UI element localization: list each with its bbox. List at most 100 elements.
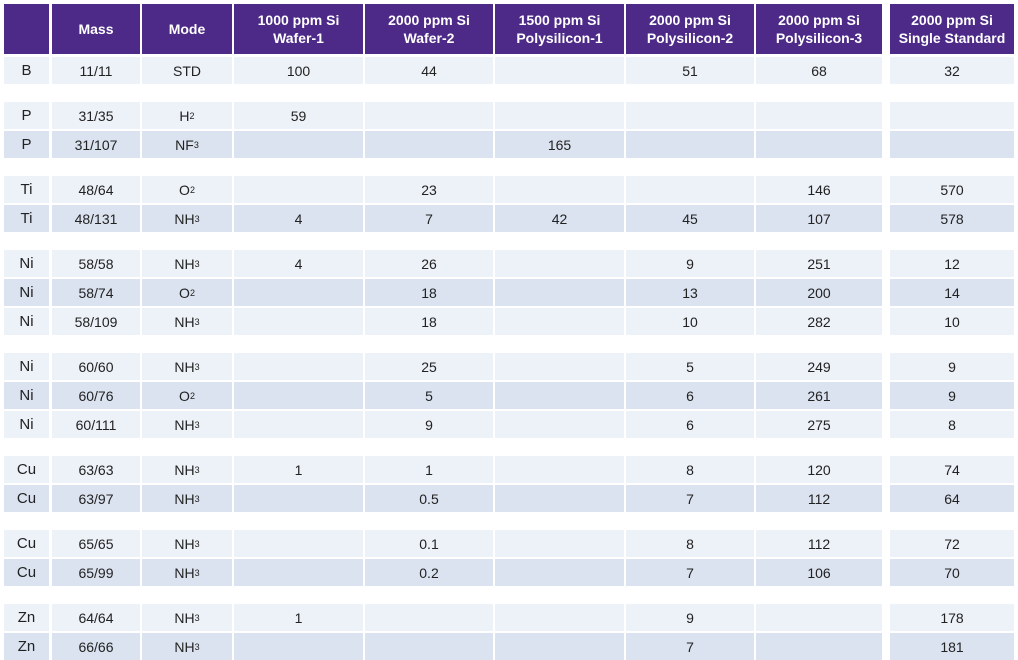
mass-cell: 58/58	[52, 250, 140, 277]
poly1-cell	[495, 382, 624, 409]
poly1-cell	[495, 57, 624, 84]
poly3-cell: 275	[756, 411, 882, 438]
wafer1-header: 1000 ppm Si Wafer-1	[234, 4, 363, 54]
poly3-cell	[756, 633, 882, 660]
poly1-cell	[495, 102, 624, 129]
poly3-cell: 251	[756, 250, 882, 277]
poly2-cell: 51	[626, 57, 754, 84]
wafer2-cell: 26	[365, 250, 493, 277]
header-line: 2000 ppm Si	[778, 12, 860, 28]
wafer1-cell	[234, 279, 363, 306]
mass-cell: 11/11	[52, 57, 140, 84]
element-cell: Ni	[4, 353, 49, 380]
header-line: 2000 ppm Si	[649, 12, 731, 28]
single-standard-cell: 8	[890, 411, 1014, 438]
mode-cell: NH 3	[142, 604, 232, 631]
poly2-cell: 5	[626, 353, 754, 380]
wafer2-cell: 7	[365, 205, 493, 232]
poly1-cell	[495, 530, 624, 557]
mass-cell: 63/63	[52, 456, 140, 483]
element-cell: Ni	[4, 308, 49, 335]
mode-text: NH	[174, 564, 195, 581]
header-line: 2000 ppm Si	[388, 12, 470, 28]
poly3-cell: 261	[756, 382, 882, 409]
single-standard-cell: 570	[890, 176, 1014, 203]
header-line: Wafer-1	[273, 30, 324, 46]
wafer1-cell	[234, 308, 363, 335]
wafer1-cell	[234, 485, 363, 512]
wafer2-cell: 0.2	[365, 559, 493, 586]
single-standard-cell: 70	[890, 559, 1014, 586]
mode-cell: NH 3	[142, 485, 232, 512]
wafer1-cell: 4	[234, 205, 363, 232]
single-standard-cell: 9	[890, 382, 1014, 409]
mass-cell: 58/74	[52, 279, 140, 306]
mode-text: NH	[174, 255, 195, 272]
wafer1-cell	[234, 382, 363, 409]
mode-cell: NH 3	[142, 411, 232, 438]
mode-text: NH	[174, 638, 195, 655]
mode-text: NH	[174, 490, 195, 507]
wafer2-cell: 18	[365, 308, 493, 335]
header-line: Mode	[168, 21, 206, 37]
mode-cell: NH 3	[142, 530, 232, 557]
mass-cell: 64/64	[52, 604, 140, 631]
element-cell: Zn	[4, 604, 49, 631]
element-cell: P	[4, 102, 49, 129]
mode-text: NH	[174, 461, 195, 478]
wafer2-cell: 25	[365, 353, 493, 380]
header-line: Polysilicon-2	[646, 30, 734, 46]
poly2-cell: 7	[626, 633, 754, 660]
element-cell: Ti	[4, 205, 49, 232]
wafer1-cell	[234, 411, 363, 438]
poly2-cell: 8	[626, 456, 754, 483]
wafer2-cell: 5	[365, 382, 493, 409]
mass-cell: 60/76	[52, 382, 140, 409]
mode-cell: NH 3	[142, 250, 232, 277]
poly3-cell	[756, 102, 882, 129]
poly1-cell	[495, 308, 624, 335]
poly1-cell	[495, 250, 624, 277]
poly1-cell	[495, 559, 624, 586]
poly3-cell	[756, 604, 882, 631]
mass-cell: 48/131	[52, 205, 140, 232]
mode-cell: STD	[142, 57, 232, 84]
mode-text: NH	[174, 210, 195, 227]
mode-text: NH	[174, 358, 195, 375]
element-cell: Cu	[4, 485, 49, 512]
mass-cell: 31/35	[52, 102, 140, 129]
poly3-header: 2000 ppm Si Polysilicon-3	[756, 4, 882, 54]
element-cell: Ti	[4, 176, 49, 203]
mass-cell: 65/99	[52, 559, 140, 586]
single-standard-header: 2000 ppm Si Single Standard	[890, 4, 1014, 54]
mass-cell: 31/107	[52, 131, 140, 158]
poly3-cell: 282	[756, 308, 882, 335]
wafer1-cell: 100	[234, 57, 363, 84]
header-line: Mass	[78, 21, 114, 37]
element-cell: Cu	[4, 530, 49, 557]
mode-cell: NH 3	[142, 353, 232, 380]
wafer1-cell: 59	[234, 102, 363, 129]
poly2-cell: 6	[626, 411, 754, 438]
header-line: Single Standard	[898, 30, 1006, 46]
single-standard-cell: 181	[890, 633, 1014, 660]
single-standard-cell	[890, 131, 1014, 158]
element-cell: Cu	[4, 456, 49, 483]
mode-cell: NF 3	[142, 131, 232, 158]
poly3-cell: 120	[756, 456, 882, 483]
mass-cell: 63/97	[52, 485, 140, 512]
mode-cell: NH 3	[142, 308, 232, 335]
single-standard-cell: 74	[890, 456, 1014, 483]
wafer1-cell: 1	[234, 456, 363, 483]
element-cell: Ni	[4, 382, 49, 409]
wafer1-cell	[234, 633, 363, 660]
wafer2-cell: 0.5	[365, 485, 493, 512]
poly2-cell: 45	[626, 205, 754, 232]
wafer1-cell	[234, 530, 363, 557]
element-cell: Ni	[4, 250, 49, 277]
single-standard-cell: 178	[890, 604, 1014, 631]
mode-text: NH	[174, 313, 195, 330]
wafer2-header: 2000 ppm Si Wafer-2	[365, 4, 493, 54]
